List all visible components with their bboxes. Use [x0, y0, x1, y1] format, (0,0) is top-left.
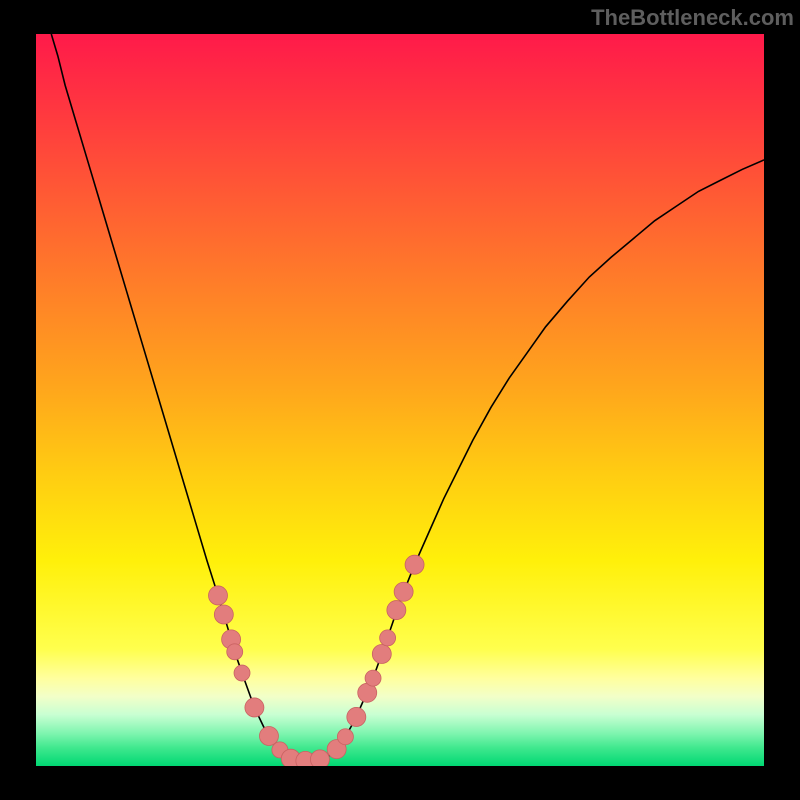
gradient-background	[36, 34, 764, 766]
data-point	[337, 729, 353, 745]
data-point	[245, 698, 264, 717]
bottleneck-chart	[0, 0, 800, 800]
data-point	[365, 670, 381, 686]
data-point	[394, 582, 413, 601]
data-point	[372, 645, 391, 664]
data-point	[259, 726, 278, 745]
data-point	[209, 586, 228, 605]
watermark-text: TheBottleneck.com	[591, 5, 794, 31]
data-point	[405, 555, 424, 574]
data-point	[214, 605, 233, 624]
data-point	[234, 665, 250, 681]
data-point	[387, 601, 406, 620]
data-point	[347, 707, 366, 726]
data-point	[227, 644, 243, 660]
chart-frame: TheBottleneck.com	[0, 0, 800, 800]
data-point	[380, 630, 396, 646]
plot-area	[36, 34, 764, 770]
